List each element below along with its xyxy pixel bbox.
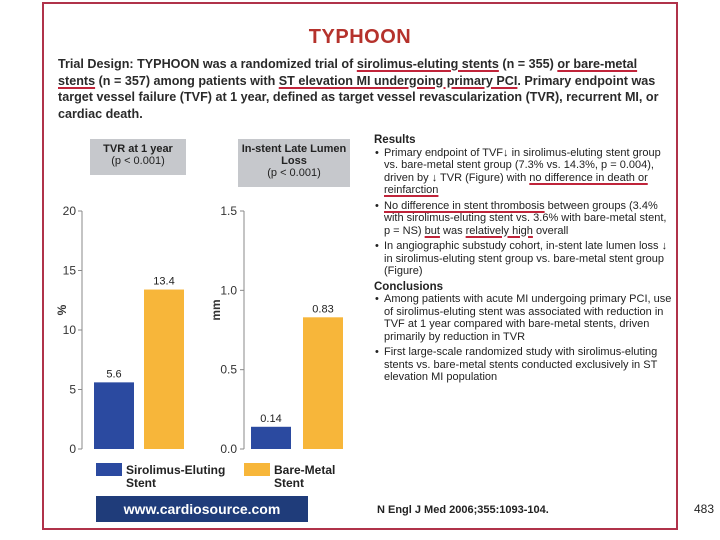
chart1-bar-2 [144, 289, 184, 449]
design-part-4: . Primary endpoint was target vessel fai… [58, 73, 659, 121]
chart2-bar-label-1: 0.14 [260, 413, 281, 425]
conclusions-heading: Conclusions [374, 280, 444, 293]
chart1-bar-label-2: 13.4 [153, 276, 174, 288]
result-bullet-3: In angiographic substudy cohort, in-sten… [375, 240, 674, 278]
legend-label-bare-metal: Bare-Metal Stent [274, 463, 336, 490]
result-bullet-1: Primary endpoint of TVF↓ in sirolimus-el… [375, 146, 674, 197]
chart2-title-box: In-stent Late Lumen Loss (p < 0.001) [238, 139, 350, 187]
design-part-3: (n = 357) among patients with [95, 73, 279, 88]
design-part-1: Trial Design: TYPHOON was a randomized t… [58, 57, 357, 71]
result-2-underline: No difference in stent thrombosis [384, 199, 545, 212]
design-underline-2: or bare-metal stents [58, 57, 638, 88]
page-number: 483 [694, 502, 715, 516]
result-2-underline-3: relatively high [465, 224, 533, 237]
result-3-text: In angiographic substudy cohort, in-sten… [384, 240, 668, 277]
chart2-tick-label-0: 0.0 [220, 442, 237, 456]
chart1-tick-label-3: 15 [63, 264, 77, 278]
trial-design-text: Trial Design: TYPHOON was a randomized t… [58, 56, 668, 122]
chart1-tick-label-4: 20 [63, 204, 77, 218]
result-2-underline-2: but [424, 224, 440, 237]
legend-label-sirolimus: Sirolimus-Eluting Stent [126, 463, 226, 490]
charts-svg: 0 5 10 15 20% 5.6 13.4 0.0 0.5 1.0 1.5 mm 0.14 0.83 [55, 204, 343, 456]
conclusion-bullet-2: First large-scale randomized study with … [375, 346, 674, 384]
chart2-tick-label-3: 1.5 [220, 204, 237, 218]
chart1-title-box: TVR at 1 year (p < 0.001) [90, 139, 186, 175]
design-part-2: (n = 355) [498, 57, 558, 71]
citation: N Engl J Med 2006;355:1093-104. [377, 504, 549, 516]
chart1-tick-label-0: 0 [69, 442, 76, 456]
chart2-bar-label-2: 0.83 [312, 303, 333, 315]
chart2-subtitle: (p < 0.001) [267, 167, 321, 179]
result-1-underline: no difference in death or reinfarction [384, 171, 648, 197]
chart2-y-label: mm [209, 299, 223, 320]
cardiosource-logo: www.cardiosource.com [96, 496, 308, 522]
result-2-mid: was [439, 224, 466, 237]
results-panel: Results Primary endpoint of TVF↓ in siro… [374, 134, 674, 387]
chart2-bar-2 [303, 317, 343, 449]
chart2-tick-label-2: 1.0 [220, 283, 237, 297]
chart2-tick-label-1: 0.5 [220, 363, 237, 377]
result-2-end: overall [532, 224, 569, 237]
legend-swatch-sirolimus [96, 463, 122, 476]
chart1-tick-label-2: 10 [63, 323, 77, 337]
chart1-y-label: % [55, 304, 69, 315]
result-bullet-2: No difference in stent thrombosis betwee… [375, 199, 674, 238]
slide-title: TYPHOON [308, 26, 412, 48]
result-1-text: Primary endpoint of TVF↓ in sirolimus-el… [384, 146, 661, 184]
results-heading: Results [374, 134, 416, 146]
chart2-bar-1 [251, 426, 291, 449]
chart1-bar-label-1: 5.6 [106, 368, 121, 380]
slide: TYPHOON Trial Design: TYPHOON was a rand… [42, 2, 714, 530]
design-underline-3: ST elevation MI undergoing primary PCI [278, 73, 518, 88]
chart2-title: In-stent Late Lumen Loss [241, 143, 347, 167]
design-underline-1: sirolimus-eluting stents [356, 57, 499, 71]
chart1-bar-1 [94, 382, 134, 449]
result-2-text: between groups (3.4% with sirolimus-elut… [384, 199, 667, 237]
chart1-subtitle: (p < 0.001) [111, 155, 165, 167]
legend-swatch-bare-metal [244, 463, 270, 476]
chart1-tick-label-1: 5 [69, 383, 76, 397]
conclusion-bullet-1: Among patients with acute MI undergoing … [375, 293, 674, 343]
chart1-title: TVR at 1 year [103, 143, 173, 155]
